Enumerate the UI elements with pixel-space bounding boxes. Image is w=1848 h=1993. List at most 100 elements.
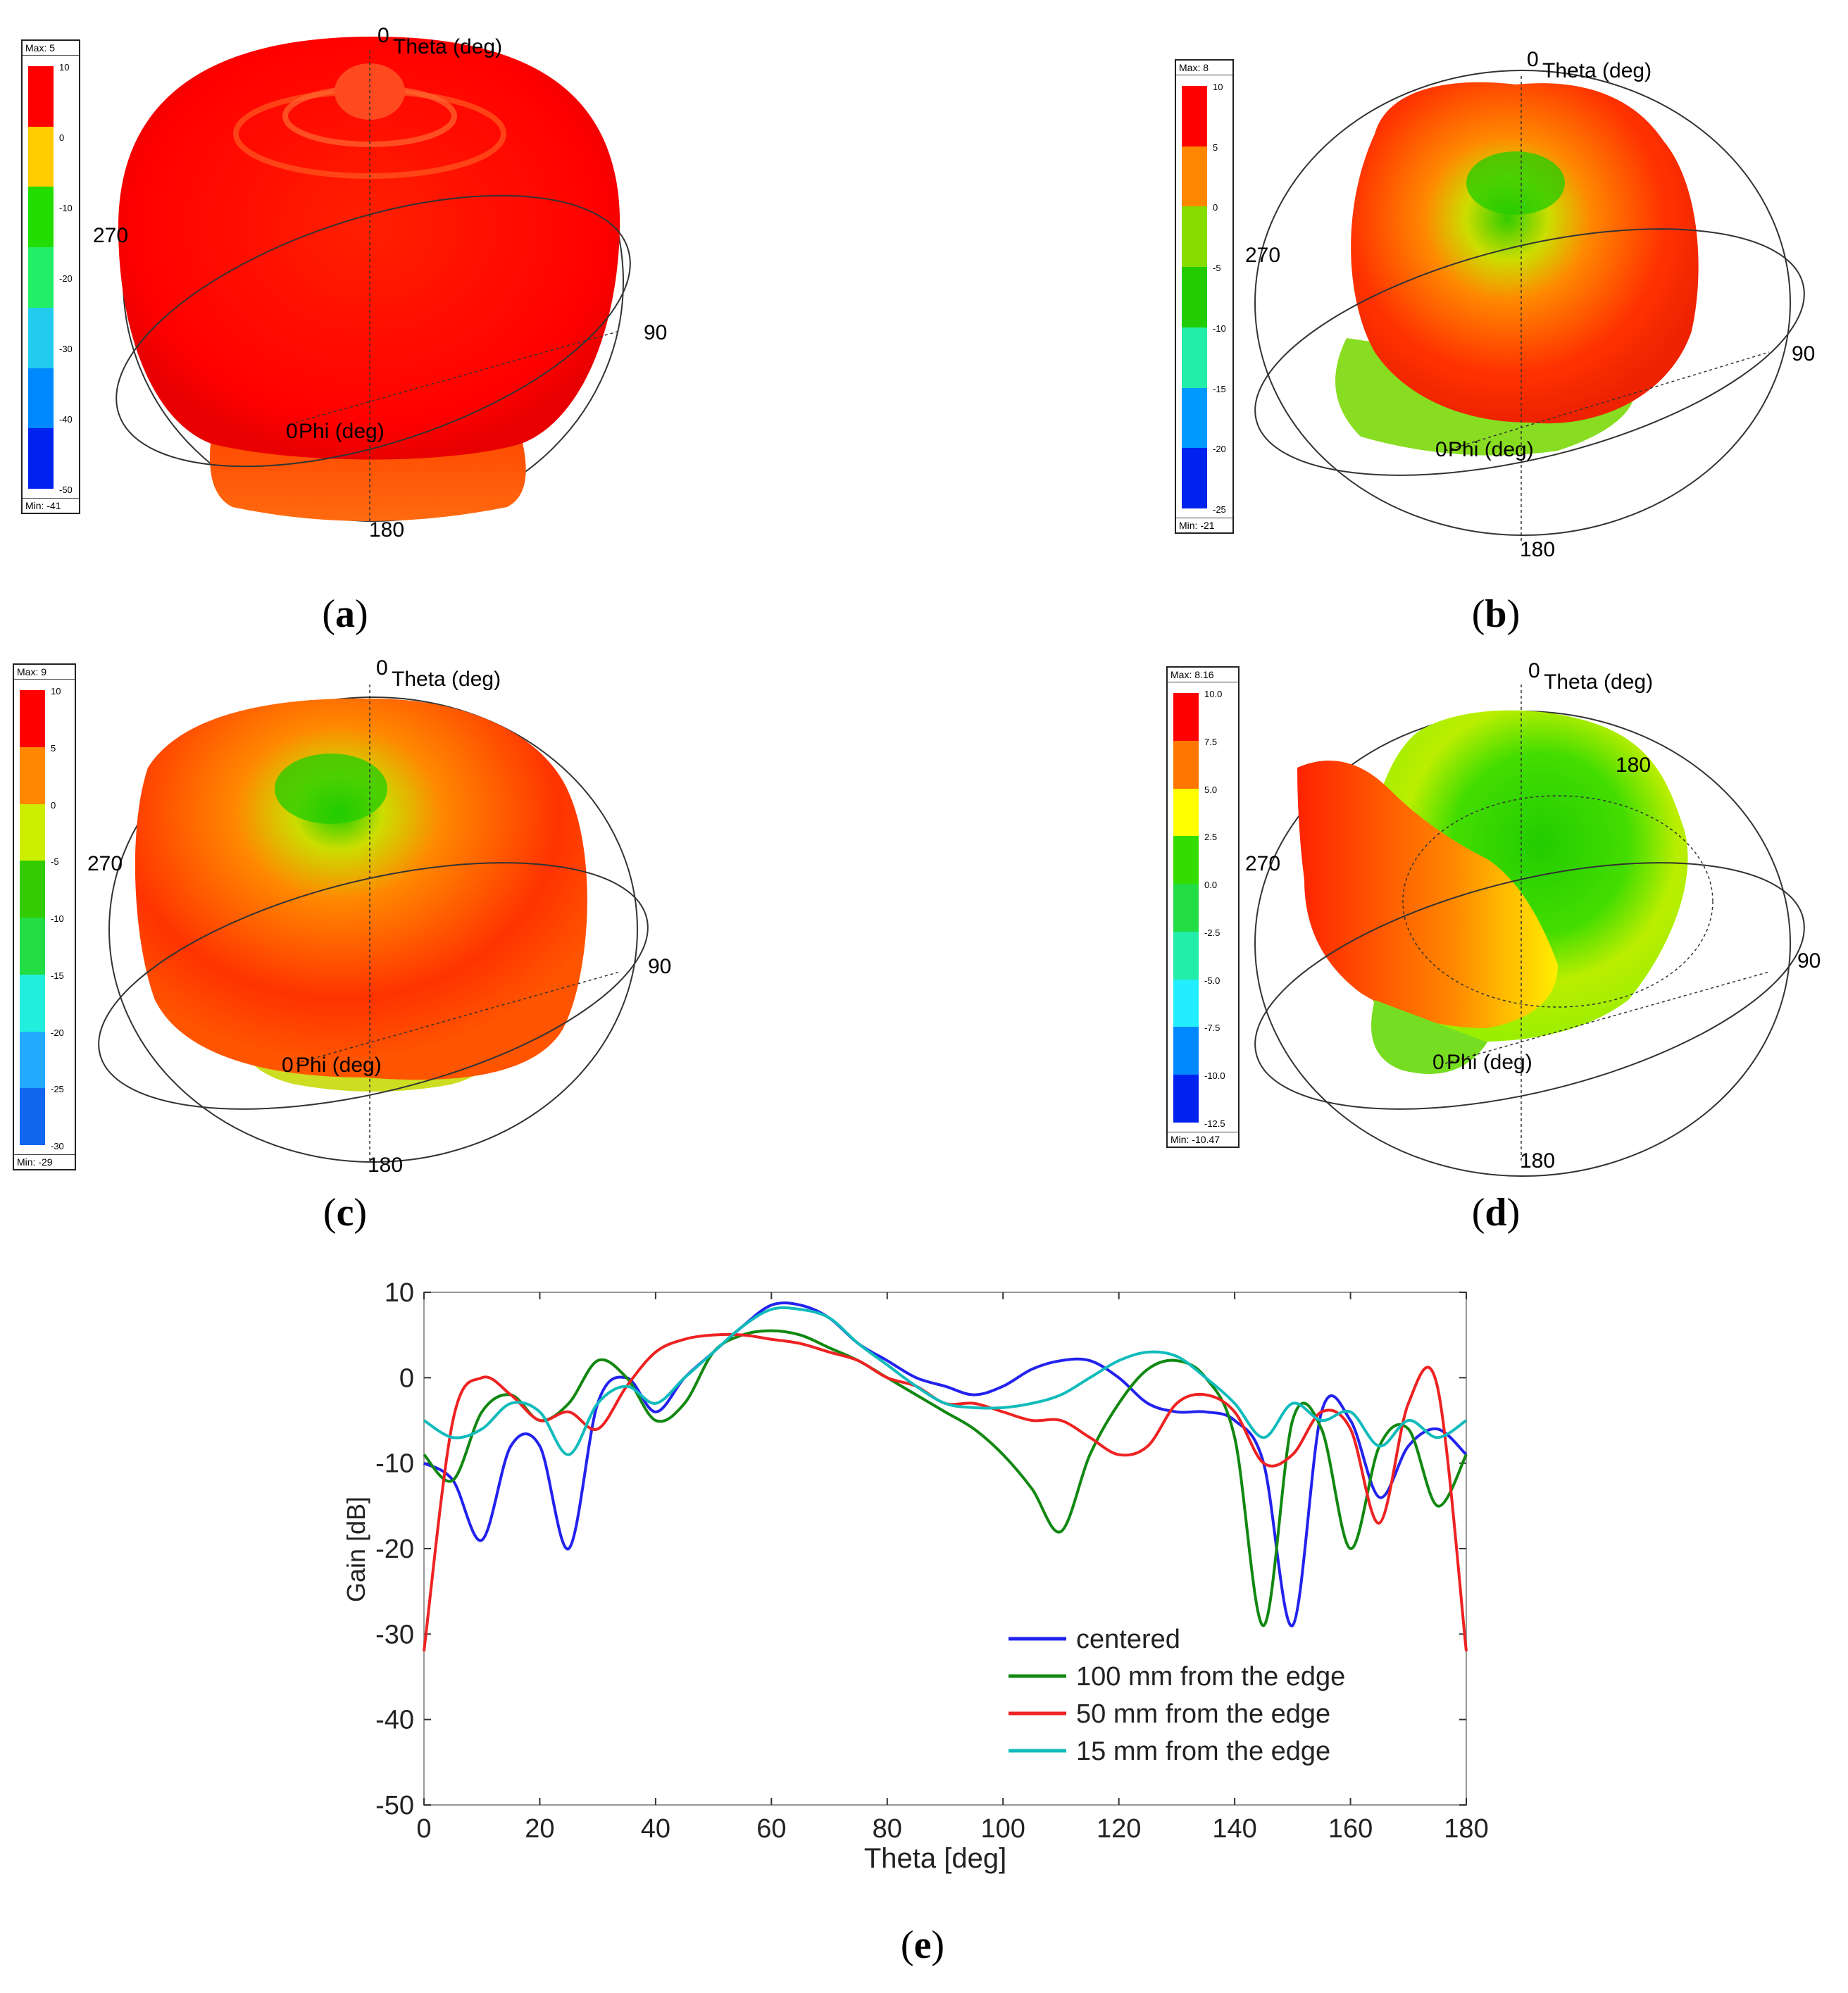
main-lobe <box>1351 82 1699 424</box>
colorbar-tick: 7.5 <box>1204 736 1218 747</box>
colorbar-b: Max: 8 10 5 0 -5 -10 -15 -20 -25 Min: -21 <box>1175 59 1234 534</box>
colorbar-tick: -5 <box>1213 263 1221 274</box>
colorbar-tick: -2.5 <box>1204 927 1220 938</box>
colorbar-tick: 5 <box>1213 142 1218 153</box>
radiation-pattern-3d-a <box>116 37 631 522</box>
radiation-pattern-3d-b <box>1254 70 1805 542</box>
y-tick-label: -20 <box>375 1535 414 1564</box>
caption-c: (c) <box>323 1191 368 1235</box>
caption-e: (e) <box>900 1923 945 1967</box>
colorbar-segment <box>1173 979 1199 1027</box>
y-axis-label: Gain [dB] <box>342 1497 370 1602</box>
colorbar-tick: 0.0 <box>1204 880 1218 891</box>
y-tick-label: -50 <box>375 1791 414 1820</box>
colorbar-min: Min: -41 <box>23 498 79 513</box>
phi-label: Phi (deg) <box>299 420 385 443</box>
theta-label: Theta (deg) <box>393 35 503 58</box>
panel-e: 0 20 40 60 80 100 120 140 160 180 10 0 -10 -20 -30 -40-… <box>0 1268 1848 1993</box>
colorbar-tick: 0 <box>1213 202 1218 213</box>
colorbar-segment <box>20 690 45 747</box>
theta-label: Theta (deg) <box>1542 59 1652 82</box>
colorbar-segment <box>1173 788 1199 837</box>
panel-b: Max: 8 10 5 0 -5 -10 -15 -20 -25 Min: -21 0 The… <box>924 0 1848 648</box>
globe-equator <box>98 862 649 1110</box>
colorbar-segment <box>28 187 54 248</box>
phi-label: Phi (deg) <box>1448 438 1534 461</box>
colorbar-segment <box>28 368 54 429</box>
bottom-angle-label: 180 <box>1520 538 1556 561</box>
colorbar-segment <box>1173 884 1199 932</box>
colorbar-segment <box>1182 146 1207 207</box>
colorbar-segment <box>1173 1027 1199 1075</box>
globe-ring-outer <box>108 696 638 1163</box>
right-angle-label: 90 <box>648 955 672 978</box>
y-tick-label: 0 <box>399 1363 414 1393</box>
x-tick-label: 120 <box>1097 1814 1141 1844</box>
theta-label: Theta (deg) <box>1544 670 1654 694</box>
left-angle-label: 270 <box>93 224 129 247</box>
colorbar-d: Max: 8.16 10.0 7.5 5.0 2.5 0.0 -2.5 -5.0 -7.5 -1… <box>1166 666 1240 1148</box>
caption-b: (b) <box>1471 592 1521 636</box>
top-right-angle-label: 180 <box>1616 754 1652 777</box>
main-lobe <box>135 698 587 1080</box>
legend-entry: 50 mm from the edge <box>1076 1699 1330 1729</box>
colorbar-tick: -15 <box>51 970 64 981</box>
colorbar-tick: -20 <box>59 273 73 284</box>
colorbar-segment <box>20 1088 45 1145</box>
series-line-0 <box>423 1301 1468 1627</box>
panel-a: Max: 5 10 0 -10 -20 -30 -40 -50 Min: -41 0 The… <box>0 0 924 648</box>
main-lobe <box>118 37 620 460</box>
caption-d: (d) <box>1471 1191 1521 1235</box>
colorbar-tick: -15 <box>1213 383 1226 394</box>
colorbar-tick: 2.5 <box>1204 832 1218 843</box>
side-lobe-left <box>1297 761 1558 1028</box>
radiation-pattern-3d-c <box>98 685 649 1163</box>
colorbar-segment <box>1182 206 1207 268</box>
colorbar-tick: -20 <box>51 1027 64 1038</box>
colorbar-min: Min: -10.47 <box>1168 1132 1238 1147</box>
y-tick-label: -30 <box>375 1620 414 1649</box>
colorbar-segment <box>1182 86 1207 146</box>
phi-zero-label: 0 <box>1432 1051 1444 1074</box>
bottom-lobe <box>1371 1000 1487 1074</box>
series-line-1 <box>423 1329 1468 1627</box>
right-angle-label: 90 <box>1797 949 1821 973</box>
colorbar-segment <box>1173 740 1199 789</box>
colorbar-tick: -40 <box>59 414 73 425</box>
colorbar-tick: -30 <box>51 1141 64 1151</box>
colorbar-tick: -7.5 <box>1204 1023 1220 1034</box>
phi-zero-label: 0 <box>286 420 298 443</box>
theta-zero-label: 0 <box>1527 48 1539 71</box>
colorbar-segment <box>28 428 54 489</box>
globe-equator <box>1254 862 1805 1110</box>
colorbar-segment <box>28 126 54 187</box>
globe-equator <box>1254 228 1805 476</box>
colorbar-segment <box>28 247 54 308</box>
colorbar-segment <box>20 804 45 861</box>
colorbar-tick: -10 <box>1213 323 1226 334</box>
colorbar-segment <box>1182 448 1207 508</box>
left-angle-label: 270 <box>1245 244 1281 267</box>
y-tick-label: -40 <box>375 1706 414 1735</box>
colorbar-max: Max: 9 <box>14 665 75 680</box>
theta-zero-label: 0 <box>377 24 389 47</box>
colorbar-max: Max: 8.16 <box>1168 668 1238 682</box>
colorbar-segment <box>28 307 54 368</box>
legend-entry: 100 mm from the edge <box>1076 1662 1345 1692</box>
x-tick-label: 180 <box>1444 1814 1488 1844</box>
colorbar-min: Min: -21 <box>1176 518 1232 532</box>
series-line-3 <box>423 1306 1468 1456</box>
globe-equator <box>116 194 631 468</box>
colorbar-a: Max: 5 10 0 -10 -20 -30 -40 -50 Min: -41 <box>21 39 80 514</box>
legend-entry: centered <box>1076 1625 1180 1654</box>
theta-zero-label: 0 <box>1528 659 1540 682</box>
colorbar-segment <box>1182 327 1207 388</box>
left-angle-label: 270 <box>1245 852 1281 875</box>
colorbar-segment <box>1173 1075 1199 1123</box>
colorbar-segment <box>28 66 54 127</box>
phi-label: Phi (deg) <box>296 1054 382 1077</box>
x-tick-label: 40 <box>641 1814 670 1844</box>
x-tick-label: 20 <box>525 1814 554 1844</box>
x-tick-label: 160 <box>1328 1814 1373 1844</box>
caption-a: (a) <box>322 592 368 636</box>
